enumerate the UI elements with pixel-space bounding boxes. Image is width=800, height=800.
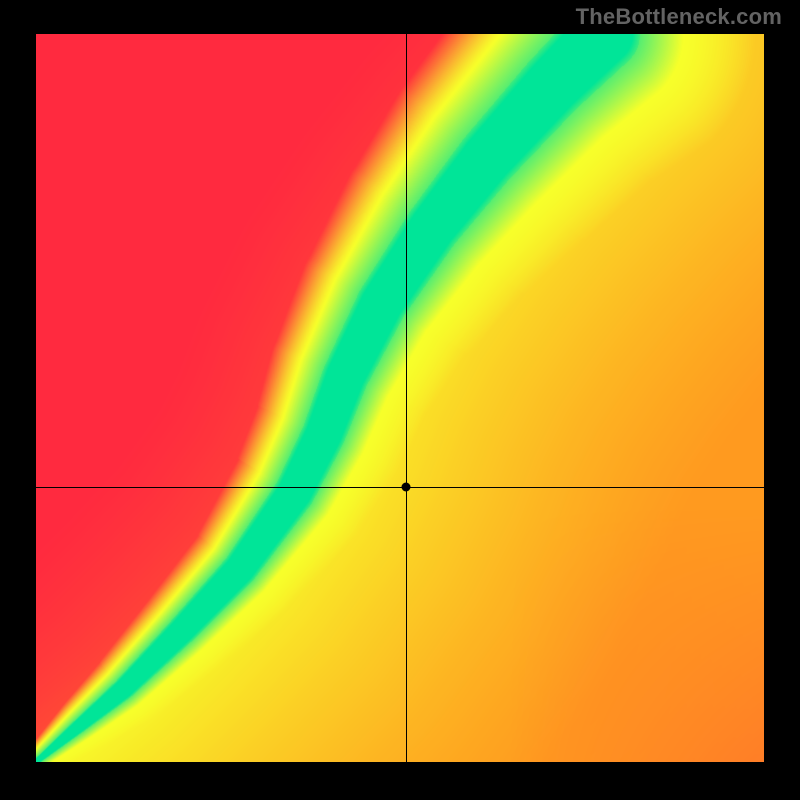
crosshair-vertical (406, 34, 407, 762)
root-container: { "watermark": { "text": "TheBottleneck.… (0, 0, 800, 800)
watermark-text: TheBottleneck.com (576, 4, 782, 30)
bottleneck-heatmap (36, 34, 764, 762)
crosshair-horizontal (36, 487, 764, 488)
crosshair-marker (401, 482, 410, 491)
